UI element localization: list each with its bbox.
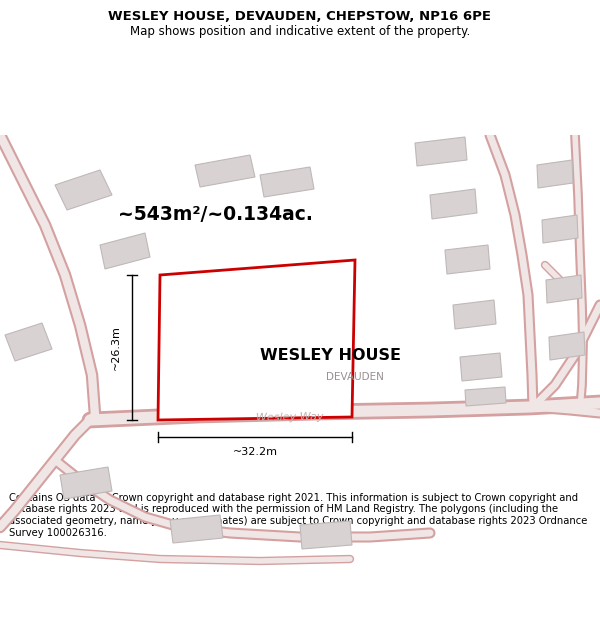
Polygon shape xyxy=(158,260,355,420)
Polygon shape xyxy=(415,137,467,166)
Text: ~26.3m: ~26.3m xyxy=(111,325,121,370)
Polygon shape xyxy=(430,189,477,219)
Text: DEVAUDEN: DEVAUDEN xyxy=(326,372,384,382)
Text: WESLEY HOUSE, DEVAUDEN, CHEPSTOW, NP16 6PE: WESLEY HOUSE, DEVAUDEN, CHEPSTOW, NP16 6… xyxy=(109,10,491,23)
Text: Contains OS data © Crown copyright and database right 2021. This information is : Contains OS data © Crown copyright and d… xyxy=(9,492,587,538)
Polygon shape xyxy=(195,155,255,187)
Polygon shape xyxy=(549,332,585,360)
Polygon shape xyxy=(5,323,52,361)
Polygon shape xyxy=(465,387,506,406)
Polygon shape xyxy=(542,215,578,243)
Polygon shape xyxy=(445,245,490,274)
Polygon shape xyxy=(170,515,223,543)
Text: ~543m²/~0.134ac.: ~543m²/~0.134ac. xyxy=(118,206,313,224)
Text: WESLEY HOUSE: WESLEY HOUSE xyxy=(260,348,401,362)
Text: Wesley Way: Wesley Way xyxy=(256,411,324,422)
Polygon shape xyxy=(460,353,502,381)
Polygon shape xyxy=(240,319,298,371)
Polygon shape xyxy=(300,521,352,549)
Text: ~32.2m: ~32.2m xyxy=(233,447,277,457)
Polygon shape xyxy=(260,167,314,197)
Polygon shape xyxy=(100,233,150,269)
Polygon shape xyxy=(537,160,573,188)
Polygon shape xyxy=(453,300,496,329)
Polygon shape xyxy=(55,170,112,210)
Polygon shape xyxy=(546,275,582,303)
Polygon shape xyxy=(60,467,112,499)
Text: Map shows position and indicative extent of the property.: Map shows position and indicative extent… xyxy=(130,24,470,38)
